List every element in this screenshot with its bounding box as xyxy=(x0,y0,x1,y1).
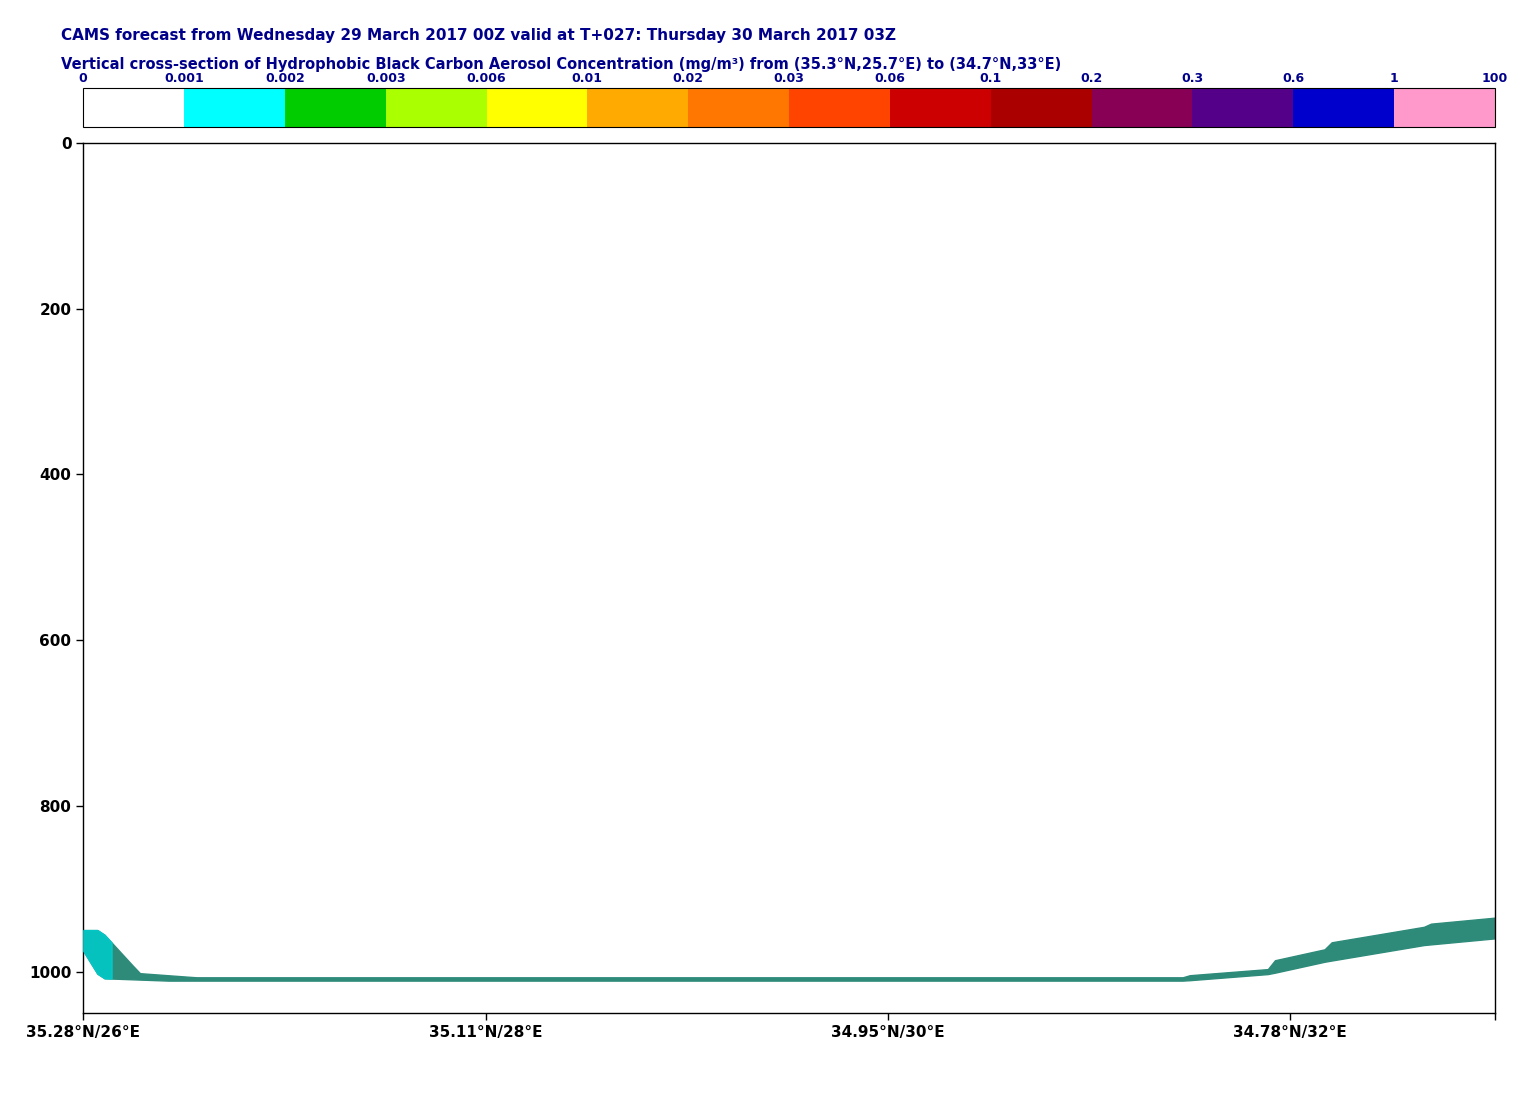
Text: 1: 1 xyxy=(1389,72,1398,85)
Text: 0.003: 0.003 xyxy=(366,72,405,85)
Text: CAMS forecast from Wednesday 29 March 2017 00Z valid at T+027: Thursday 30 March: CAMS forecast from Wednesday 29 March 20… xyxy=(61,28,896,43)
Text: 0.03: 0.03 xyxy=(773,72,805,85)
Text: 0.1: 0.1 xyxy=(979,72,1002,85)
Text: 0.002: 0.002 xyxy=(265,72,304,85)
Text: 0.01: 0.01 xyxy=(572,72,602,85)
Text: 0.6: 0.6 xyxy=(1282,72,1304,85)
Text: 0.001: 0.001 xyxy=(165,72,204,85)
Text: Vertical cross-section of Hydrophobic Black Carbon Aerosol Concentration (mg/m³): Vertical cross-section of Hydrophobic Bl… xyxy=(61,57,1061,73)
Text: 0.02: 0.02 xyxy=(673,72,704,85)
Text: 100: 100 xyxy=(1481,72,1508,85)
Text: 0.3: 0.3 xyxy=(1182,72,1203,85)
Text: 0.2: 0.2 xyxy=(1080,72,1103,85)
Text: 0.06: 0.06 xyxy=(875,72,905,85)
Text: 0: 0 xyxy=(79,72,88,85)
Text: 0.006: 0.006 xyxy=(466,72,507,85)
